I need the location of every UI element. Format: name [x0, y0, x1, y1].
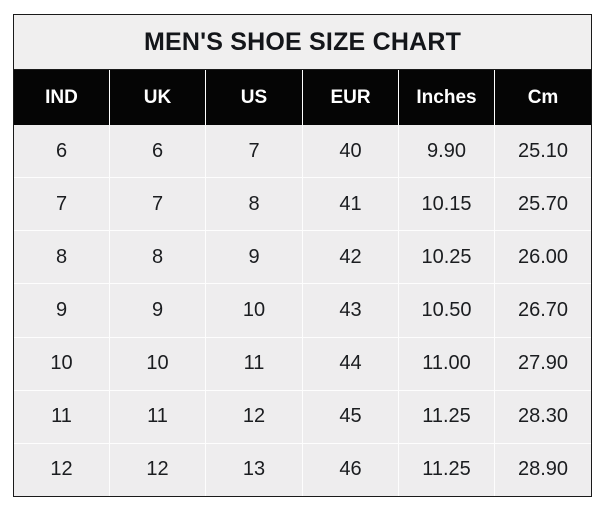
column-header-inches[interactable]: Inches — [399, 70, 495, 125]
table-cell: 44 — [303, 337, 399, 390]
table-cell: 42 — [303, 231, 399, 284]
table-cell: 26.70 — [517, 298, 569, 321]
table-cell: 7 — [206, 125, 303, 178]
column-header-eur[interactable]: EUR — [303, 70, 399, 125]
table-cell: 11.25 — [399, 390, 495, 443]
table-cell: 11.25 — [399, 443, 495, 496]
table-cell: 25.10 — [517, 139, 569, 162]
table-header-row: IND UK US EUR Inches Cm — [14, 70, 591, 125]
table-cell: 10 — [206, 284, 303, 337]
table-cell: 9 — [206, 231, 303, 284]
table-cell: 12 — [14, 443, 110, 496]
table-cell: 9 — [110, 284, 206, 337]
table-cell: 11 — [206, 337, 303, 390]
table-cell: 7 — [14, 178, 110, 231]
table-cell: 6 — [110, 125, 206, 178]
table-cell: 26.00 — [517, 245, 569, 268]
table-row: 8 8 9 42 10.25 26.00 — [14, 230, 591, 284]
table-cell: 45 — [303, 390, 399, 443]
table-cell: 11.00 — [399, 337, 495, 390]
table-row: 10 10 11 44 11.00 27.90 — [14, 336, 591, 390]
table-row: 6 6 7 40 9.90 25.10 — [14, 125, 591, 178]
table-cell: 7 — [110, 178, 206, 231]
table-cell: 41 — [303, 178, 399, 231]
table-cell: 11 — [110, 390, 206, 443]
table-cell: 28.90 — [517, 458, 569, 481]
column-header-us[interactable]: US — [206, 70, 303, 125]
table-cell: 9 — [14, 284, 110, 337]
table-cell: 12 — [110, 443, 206, 496]
table-cell: 12 — [206, 390, 303, 443]
table-cell: 10.15 — [399, 178, 495, 231]
table-cell: 10.25 — [399, 231, 495, 284]
table-cell: 9.90 — [399, 125, 495, 178]
page-title: MEN'S SHOE SIZE CHART — [143, 27, 462, 56]
table-cell: 27.90 — [517, 352, 569, 375]
table-row: 12 12 13 46 11.25 28.90 — [14, 442, 591, 496]
table-cell: 10 — [110, 337, 206, 390]
table-row: 7 7 8 41 10.15 25.70 — [14, 177, 591, 231]
shoe-size-chart-table: MEN'S SHOE SIZE CHART IND UK US EUR Inches Cm… — [13, 14, 592, 497]
column-header-uk[interactable]: UK — [110, 70, 206, 125]
table-cell: 10.50 — [399, 284, 495, 337]
table-cell: 11 — [14, 390, 110, 443]
table-cell: 46 — [303, 443, 399, 496]
chart-title-band: MEN'S SHOE SIZE CHART — [14, 15, 591, 70]
table-cell: 40 — [303, 125, 399, 178]
table-cell: 43 — [303, 284, 399, 337]
table-cell: 28.30 — [517, 405, 569, 428]
table-cell: 8 — [206, 178, 303, 231]
column-header-ind[interactable]: IND — [14, 70, 110, 125]
table-cell: 25.70 — [517, 192, 569, 215]
table-cell: 8 — [110, 231, 206, 284]
column-header-cm[interactable]: Cm — [495, 70, 591, 125]
table-cell: 6 — [14, 125, 110, 178]
table-cell: 10 — [14, 337, 110, 390]
table-body: 6 6 7 40 9.90 25.10 7 7 8 41 10.15 25.70 8 8 9 42 10.25 2… — [14, 125, 591, 496]
table-row: 9 9 10 43 10.50 26.70 — [14, 283, 591, 337]
table-row: 11 11 12 45 11.25 28.30 — [14, 389, 591, 443]
table-cell: 13 — [206, 443, 303, 496]
table-cell: 8 — [14, 231, 110, 284]
